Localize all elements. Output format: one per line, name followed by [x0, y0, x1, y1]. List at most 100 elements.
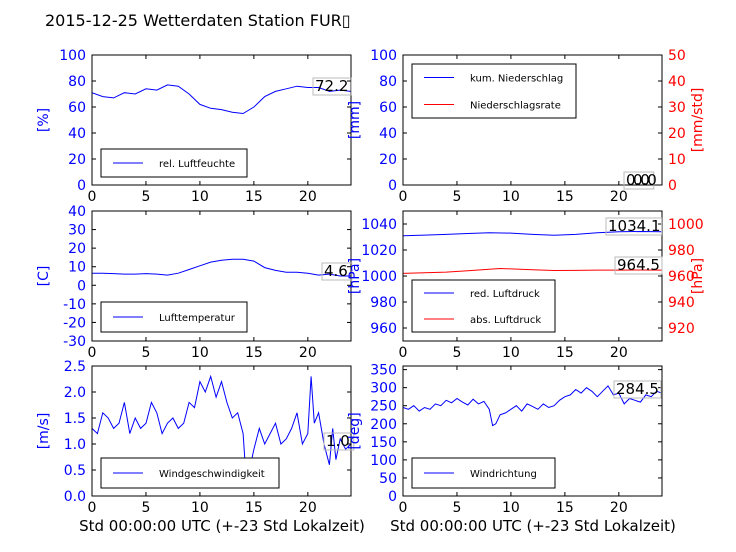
legend-label: Niederschlagsrate	[470, 101, 561, 112]
y-tick-label: -20	[63, 315, 86, 331]
axes-frame-windspeed	[91, 365, 352, 497]
y-right-axis-label: [hPa]	[690, 258, 706, 294]
legend-label: abs. Luftdruck	[470, 315, 541, 326]
current-value-label: 1.0	[326, 432, 350, 450]
y-tick-label: 0	[388, 489, 397, 505]
series-line-windspeed-0	[92, 374, 351, 478]
y-tick-label: 40	[379, 126, 397, 142]
series-line-humidity-0	[92, 84, 351, 115]
y-tick-label: 30	[68, 223, 86, 239]
x-tick-label: 10	[191, 189, 209, 205]
y-tick-label: 0.5	[64, 463, 86, 479]
y-tick-label: 1040	[361, 217, 397, 233]
y-tick-label: 10	[68, 260, 86, 276]
x-tick-label: 10	[191, 500, 209, 516]
x-tick-label: 15	[245, 500, 263, 516]
current-value-label: 284.5	[616, 380, 659, 398]
y-tick-label: -30	[63, 334, 86, 350]
y-right-tick-label: 20	[668, 126, 686, 142]
y-tick-label: 1000	[361, 269, 397, 285]
y-right-tick-label: 50	[668, 48, 686, 64]
x-tick-label: 0	[88, 345, 97, 361]
y-right-tick-label: 940	[668, 295, 695, 311]
current-value-box	[614, 256, 663, 275]
legend-box-precipitation	[411, 63, 577, 119]
y-tick-label: 80	[68, 74, 86, 90]
x-tick-label: 10	[191, 345, 209, 361]
x-tick-label: 10	[502, 345, 520, 361]
current-value-box	[321, 262, 353, 281]
x-tick-label: 0	[88, 189, 97, 205]
y-tick-label: 60	[379, 100, 397, 116]
x-tick-label: 5	[452, 345, 461, 361]
y-tick-label: 20	[68, 152, 86, 168]
y-tick-label: 1020	[361, 243, 397, 259]
y-tick-label: 40	[68, 204, 86, 220]
legend-label: red. Luftdruck	[470, 289, 540, 300]
x-tick-label: 5	[141, 500, 150, 516]
x-axis-label-right: Std 00:00:00 UTC (+-23 Std Lokalzeit)	[390, 517, 676, 535]
chart-precipitation: 0 5 10 15 20 0 20 40 60 80 100 0 10 20 30 40 50 [mm] [mm/s…	[347, 48, 706, 205]
x-tick-label: 20	[610, 500, 628, 516]
y-tick-label: 150	[370, 435, 397, 451]
x-tick-label: 5	[141, 189, 150, 205]
axes-frame-humidity	[91, 54, 352, 186]
x-tick-label: 10	[502, 189, 520, 205]
legend-label: rel. Luftfeuchte	[159, 159, 235, 170]
y-tick-label: 1.0	[64, 437, 86, 453]
y-tick-label: 0	[77, 278, 86, 294]
x-tick-label: 0	[399, 500, 408, 516]
y-tick-label: 2.0	[64, 385, 86, 401]
y-tick-label: 20	[68, 241, 86, 257]
current-value-label: 4.6	[324, 262, 348, 280]
y-right-axis-label: [mm/std]	[690, 88, 706, 153]
y-right-tick-label: 980	[668, 243, 695, 259]
current-value-label: 72.2	[315, 77, 348, 95]
y-tick-label: 60	[68, 100, 86, 116]
y-tick-label: -10	[63, 297, 86, 313]
current-value-label: 964.5	[617, 256, 660, 274]
x-tick-label: 15	[556, 500, 574, 516]
current-value-box	[605, 217, 663, 236]
current-value-label: 0.0	[633, 171, 657, 189]
y-axis-label: [m/s]	[36, 413, 52, 450]
axes-frame-precipitation	[402, 54, 663, 186]
legend-label: kum. Niederschlag	[470, 74, 563, 85]
x-tick-label: 15	[556, 189, 574, 205]
y-right-tick-label: 30	[668, 100, 686, 116]
legend-label: Lufttemperatur	[159, 313, 236, 324]
series-line-pressure-0	[403, 230, 662, 237]
current-value-box	[312, 77, 352, 96]
y-axis-label: [C]	[36, 266, 52, 287]
x-tick-label: 0	[399, 345, 408, 361]
y-axis-label: [deg]	[347, 412, 363, 449]
chart-winddirection: 0 5 10 15 20050100150200250300350[deg]Windri…	[347, 363, 663, 516]
axes-frame-winddirection	[402, 365, 663, 497]
y-tick-label: 1.5	[64, 411, 86, 427]
y-axis-label: [%]	[36, 108, 52, 132]
y-tick-label: 2.5	[64, 359, 86, 375]
x-tick-label: 20	[299, 189, 317, 205]
axes-frame-temperature	[91, 210, 352, 342]
legend-box-windspeed	[100, 457, 280, 489]
y-tick-label: 100	[370, 453, 397, 469]
y-tick-label: 50	[379, 471, 397, 487]
current-value-box	[323, 432, 355, 451]
y-tick-label: 40	[68, 126, 86, 142]
y-tick-label: 300	[370, 381, 397, 397]
y-tick-label: 350	[370, 363, 397, 379]
y-tick-label: 80	[379, 74, 397, 90]
chart-humidity: 0 5 10 15 20 0 20 40 60 80 100 [%] rel. Luftfeuchte 7…	[36, 48, 352, 205]
x-tick-label: 5	[452, 189, 461, 205]
y-tick-label: 20	[379, 152, 397, 168]
y-tick-label: 980	[370, 295, 397, 311]
y-tick-label: 0	[77, 178, 86, 194]
legend-box-pressure	[411, 279, 556, 333]
y-right-tick-label: 1000	[668, 217, 704, 233]
figure-title: 2015-12-25 Wetterdaten Station FUR▯	[45, 11, 351, 30]
x-tick-label: 10	[502, 500, 520, 516]
legend-label: Windrichtung	[470, 469, 537, 480]
series-line-winddirection-0	[403, 385, 662, 427]
